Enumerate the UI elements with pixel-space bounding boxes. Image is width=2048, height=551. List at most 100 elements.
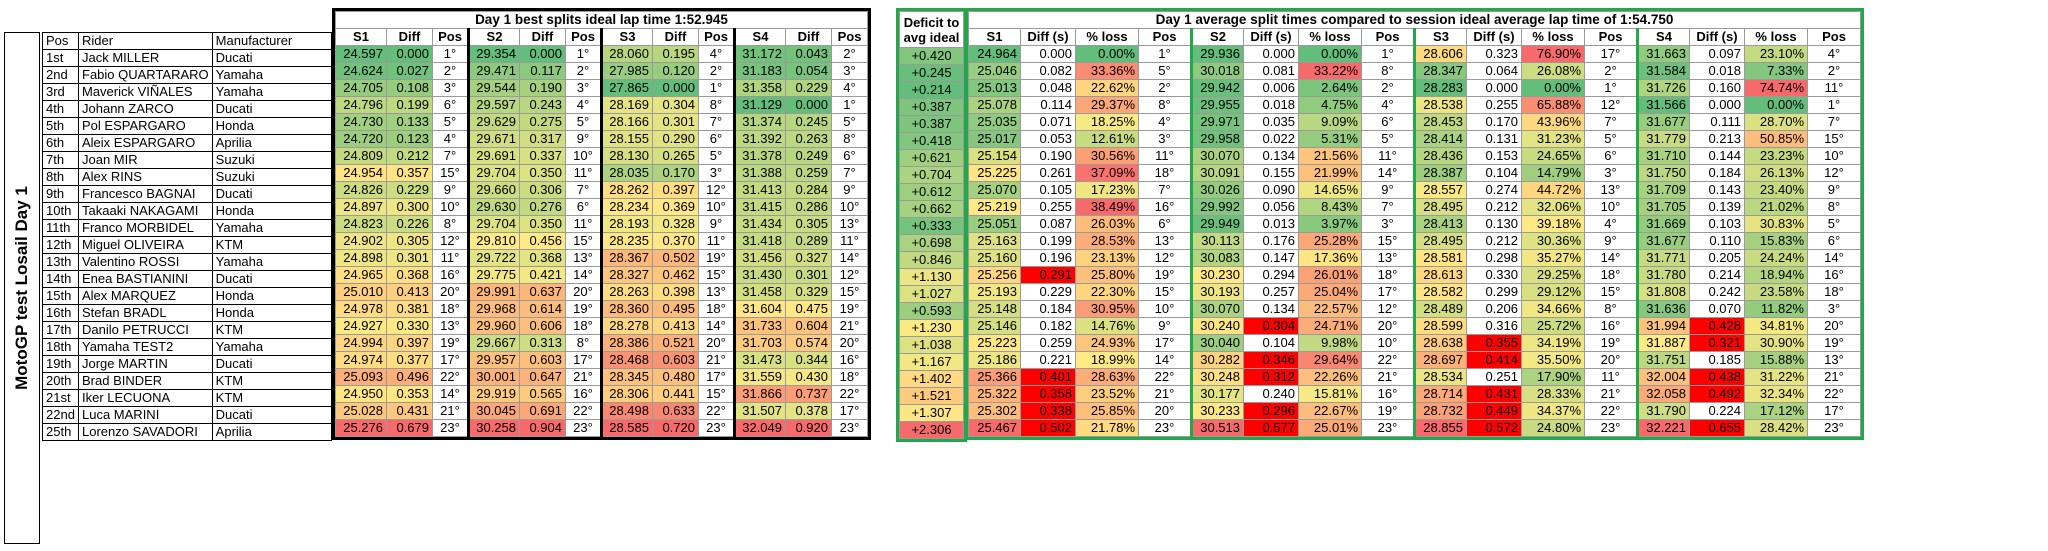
- rider-name: Johann ZARCO: [78, 100, 213, 118]
- avg-loss-cell: 15.81%: [1298, 385, 1362, 403]
- avg-loss-cell: 18.25%: [1075, 113, 1139, 131]
- avg-loss-cell: 23.40%: [1744, 181, 1808, 199]
- best-header-cell: S1: [335, 28, 387, 46]
- best-pos-cell: 23°: [831, 419, 868, 437]
- avg-split-cell: 28.453: [1413, 113, 1467, 131]
- avg-loss-cell: 7.33%: [1744, 62, 1808, 80]
- best-split-cell: 25.276: [335, 419, 387, 437]
- avg-split-cell: 32.221: [1636, 419, 1690, 437]
- best-split-cell: 28.035: [600, 164, 653, 182]
- best-pos-cell: 19°: [698, 249, 735, 267]
- table-row: 1st Jack MILLER Ducati: [42, 49, 332, 67]
- best-pos-cell: 15°: [432, 164, 469, 182]
- table-row: 13th Valentino ROSSI Yamaha: [42, 253, 332, 271]
- avg-pos-cell: 8°: [1138, 96, 1192, 114]
- best-pos-cell: 18°: [565, 317, 602, 335]
- avg-pos-cell: 23°: [1361, 419, 1415, 437]
- best-split-cell: 31.415: [733, 198, 786, 216]
- avg-loss-cell: 74.74%: [1744, 79, 1808, 97]
- best-diff-cell: 0.737: [785, 385, 832, 403]
- best-pos-cell: 7°: [432, 147, 469, 165]
- avg-pos-cell: 1°: [1138, 45, 1192, 63]
- best-pos-cell: 12°: [432, 232, 469, 250]
- table-row: 24.705 0.108 3° 29.544 0.190 3° 27.865 0.000 1° 3…: [335, 79, 868, 97]
- best-split-cell: 24.624: [335, 62, 387, 80]
- rider-pos: 6th: [42, 134, 79, 152]
- avg-loss-cell: 0.00%: [1744, 96, 1808, 114]
- avg-loss-cell: 50.85%: [1744, 130, 1808, 148]
- avg-diff-cell: 0.139: [1689, 198, 1745, 216]
- deficit-cell: +0.662: [899, 200, 964, 218]
- best-pos-cell: 11°: [565, 215, 602, 233]
- best-pos-cell: 21°: [831, 317, 868, 335]
- table-row: 25.276 0.679 23° 30.258 0.904 23° 28.585 0.720 2…: [335, 419, 868, 437]
- avg-header-cell: Pos: [1807, 28, 1861, 46]
- table-row: 24.730 0.133 5° 29.629 0.275 5° 28.166 0.301 7° 3…: [335, 113, 868, 131]
- best-split-cell: 31.458: [733, 283, 786, 301]
- best-diff-cell: 0.000: [652, 79, 699, 97]
- avg-diff-cell: 0.255: [1020, 198, 1076, 216]
- best-pos-cell: 8°: [698, 96, 735, 114]
- best-diff-cell: 0.603: [652, 351, 699, 369]
- table-row: 25.154 0.190 30.56% 11° 30.070 0.134 21.56% 11°…: [968, 147, 1861, 165]
- avg-diff-cell: 0.321: [1689, 334, 1745, 352]
- deficit-cell: +0.245: [899, 64, 964, 82]
- best-pos-cell: 3°: [698, 164, 735, 182]
- best-header-cell: Pos: [565, 28, 602, 46]
- best-diff-cell: 0.199: [386, 96, 433, 114]
- best-split-cell: 24.978: [335, 300, 387, 318]
- best-split-cell: 24.974: [335, 351, 387, 369]
- avg-split-cell: 30.026: [1190, 181, 1244, 199]
- avg-pos-cell: 14°: [1584, 249, 1638, 267]
- avg-pos-cell: 12°: [1138, 249, 1192, 267]
- table-row: +0.418: [899, 132, 964, 150]
- best-diff-cell: 0.108: [386, 79, 433, 97]
- best-diff-cell: 0.430: [785, 368, 832, 386]
- avg-diff-cell: 0.143: [1689, 181, 1745, 199]
- avg-diff-cell: 0.294: [1243, 266, 1299, 284]
- best-diff-cell: 0.377: [386, 351, 433, 369]
- avg-diff-cell: 0.000: [1020, 45, 1076, 63]
- table-row: +0.621: [899, 149, 964, 167]
- best-pos-cell: 13°: [831, 215, 868, 233]
- avg-pos-cell: 3°: [1584, 164, 1638, 182]
- avg-split-cell: 31.771: [1636, 249, 1690, 267]
- avg-diff-cell: 0.346: [1243, 351, 1299, 369]
- best-pos-cell: 4°: [565, 96, 602, 114]
- avg-loss-cell: 8.43%: [1298, 198, 1362, 216]
- best-diff-cell: 0.329: [785, 283, 832, 301]
- table-row: 24.624 0.027 2° 29.471 0.117 2° 27.985 0.120 2° 3…: [335, 62, 868, 80]
- rider-manufacturer: Honda: [211, 287, 332, 305]
- best-split-cell: 29.775: [467, 266, 520, 284]
- best-pos-cell: 11°: [831, 232, 868, 250]
- avg-split-cell: 25.070: [968, 181, 1021, 199]
- avg-pos-cell: 4°: [1807, 45, 1861, 63]
- avg-diff-cell: 0.572: [1466, 419, 1522, 437]
- avg-loss-cell: 30.90%: [1744, 334, 1808, 352]
- table-row: +2.306: [899, 421, 964, 439]
- rider-pos: 19th: [42, 355, 79, 373]
- avg-pos-cell: 20°: [1138, 402, 1192, 420]
- rider-name: Francesco BAGNAI: [78, 185, 213, 203]
- best-diff-cell: 0.647: [519, 368, 566, 386]
- avg-split-cell: 30.018: [1190, 62, 1244, 80]
- avg-pos-cell: 16°: [1361, 385, 1415, 403]
- best-split-cell: 29.354: [467, 45, 520, 63]
- avg-diff-cell: 0.185: [1689, 351, 1745, 369]
- avg-loss-cell: 17.36%: [1298, 249, 1362, 267]
- best-pos-cell: 13°: [432, 317, 469, 335]
- deficit-cell: +0.612: [899, 183, 964, 201]
- best-diff-cell: 0.637: [519, 283, 566, 301]
- avg-diff-cell: 0.131: [1466, 130, 1522, 148]
- best-split-cell: 27.985: [600, 62, 653, 80]
- best-pos-cell: 2°: [432, 62, 469, 80]
- best-split-cell: 28.169: [600, 96, 653, 114]
- best-split-cell: 24.823: [335, 215, 387, 233]
- best-diff-cell: 0.496: [386, 368, 433, 386]
- deficit-cell: +0.418: [899, 132, 964, 150]
- table-row: 17th Danilo PETRUCCI KTM: [42, 321, 332, 339]
- best-split-cell: 29.544: [467, 79, 520, 97]
- best-diff-cell: 0.614: [519, 300, 566, 318]
- avg-pos-cell: 4°: [1361, 96, 1415, 114]
- best-pos-cell: 6°: [432, 96, 469, 114]
